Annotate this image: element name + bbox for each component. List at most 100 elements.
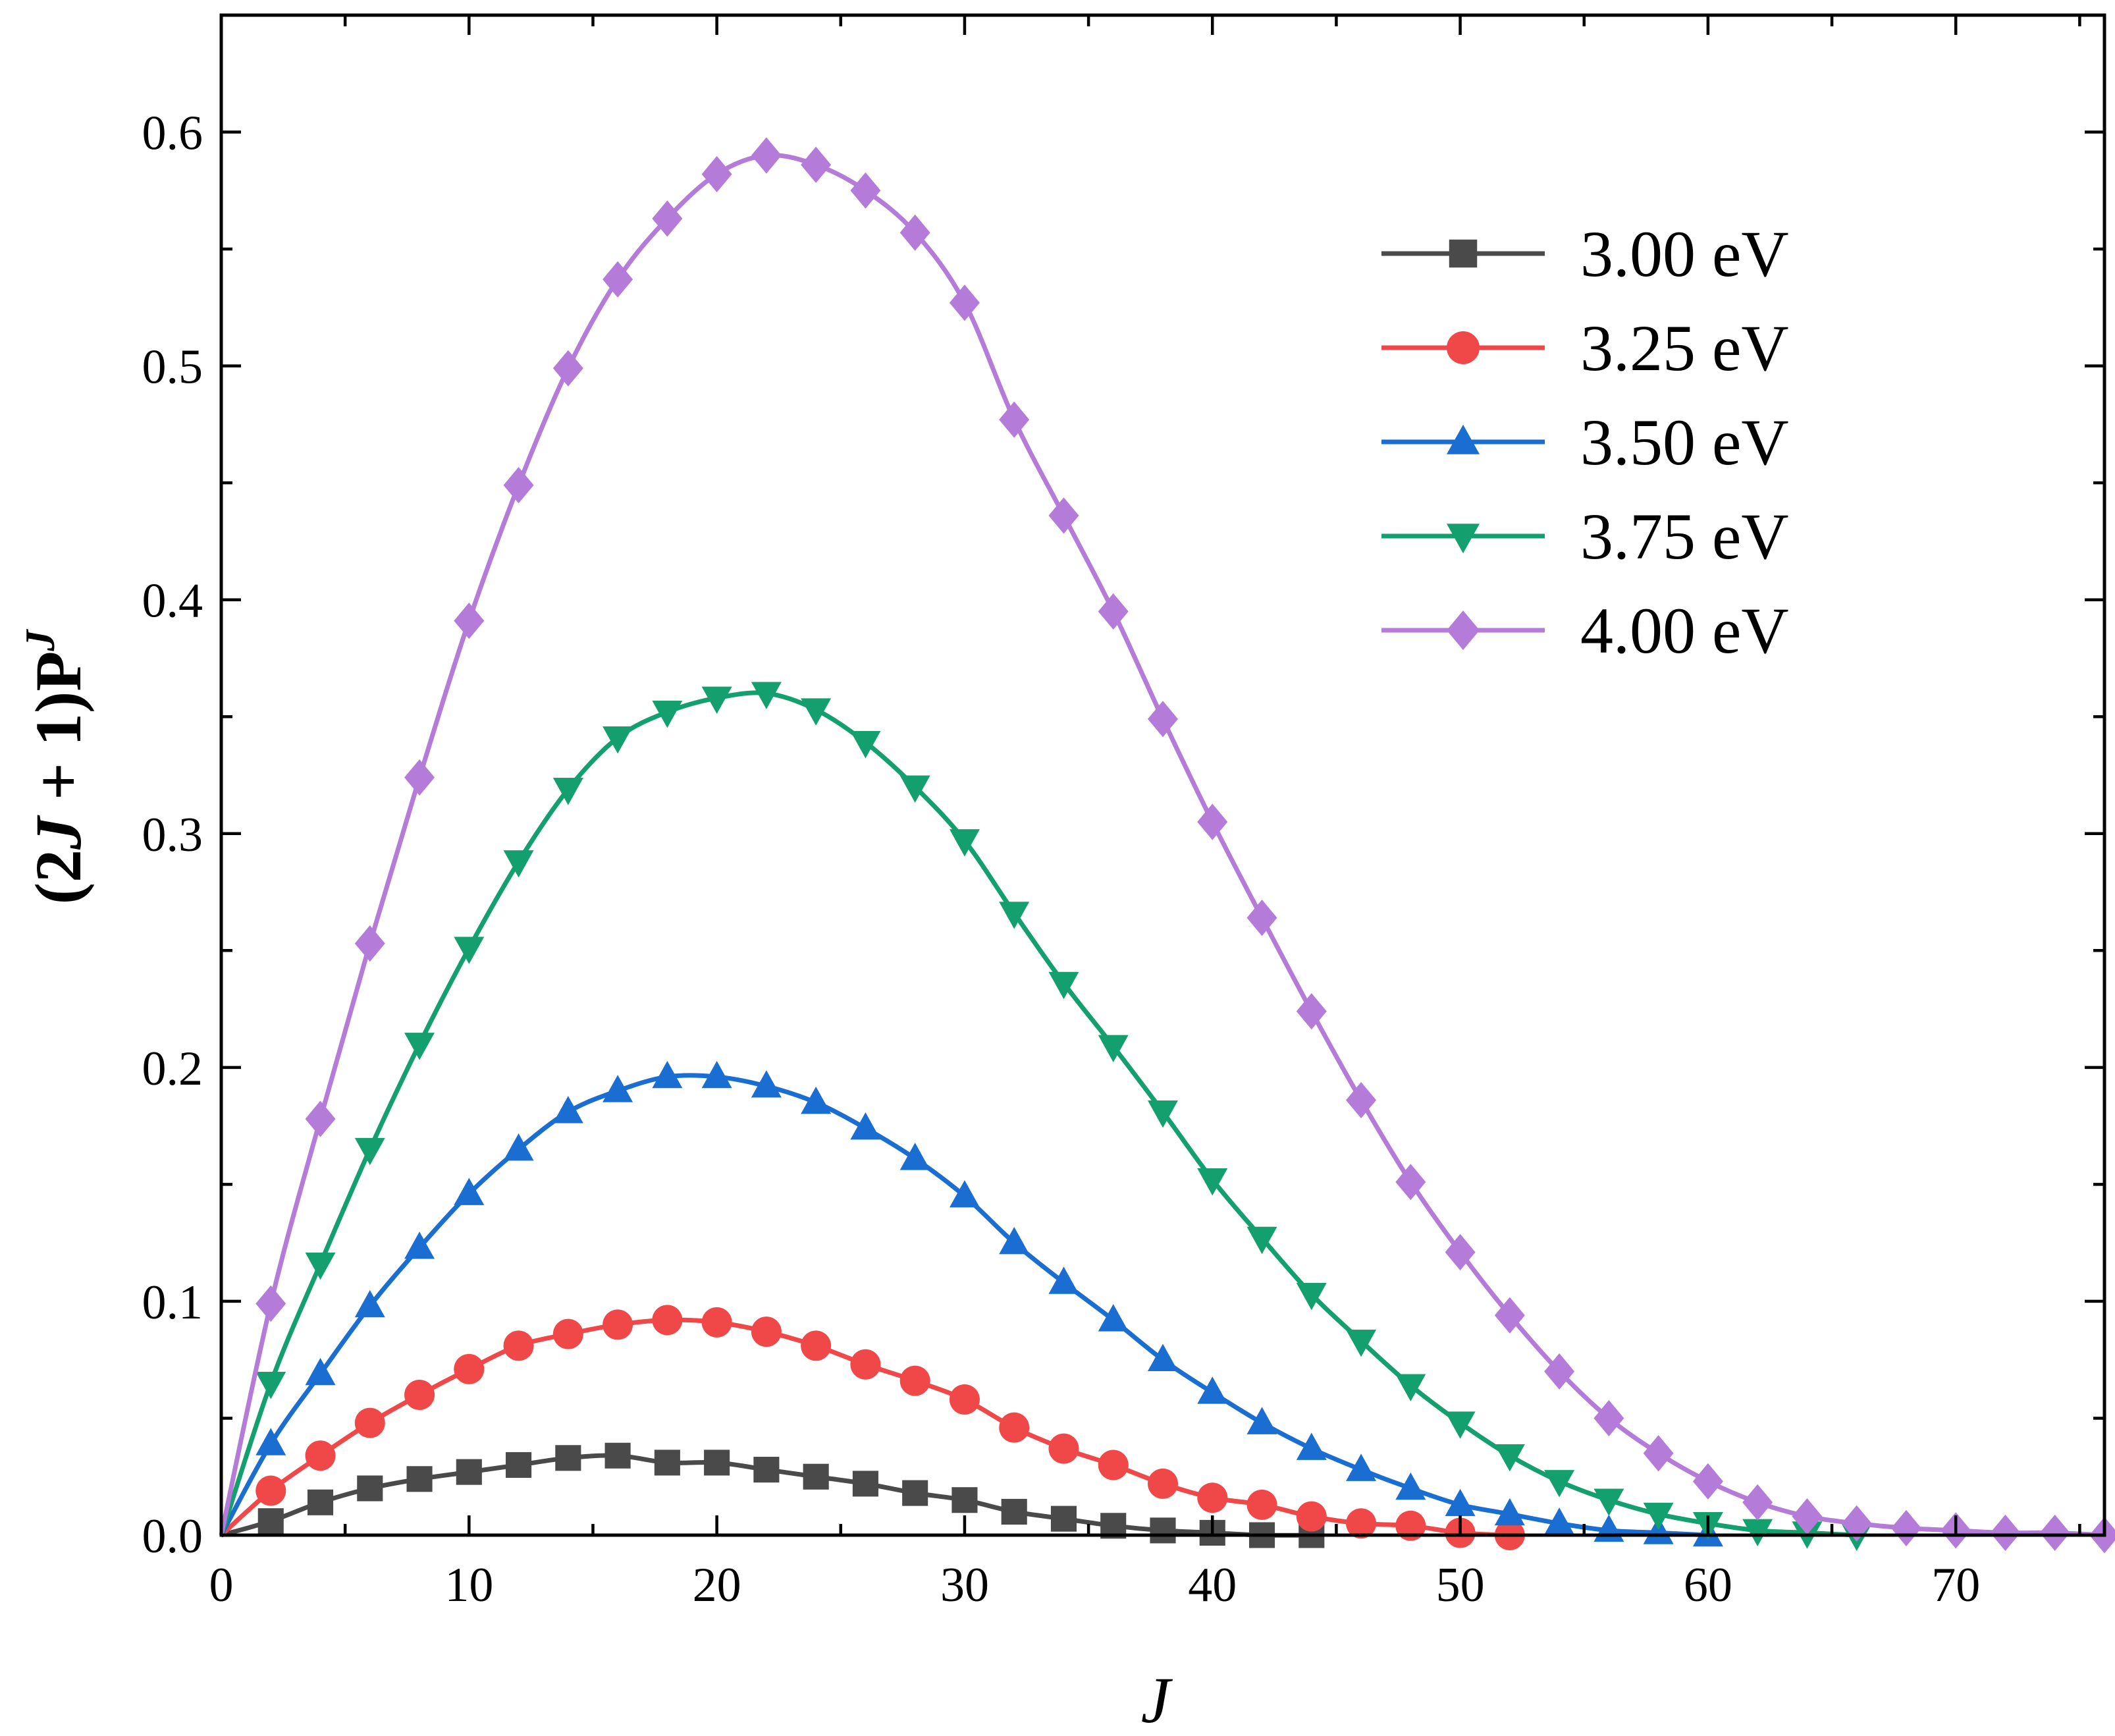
y-axis-title-superscript: J (16, 629, 63, 652)
data-point (1544, 1353, 1575, 1390)
data-point (1246, 1407, 1277, 1434)
x-tick-label: 0 (209, 1558, 234, 1612)
data-point (602, 261, 633, 298)
y-tick-label: 0.2 (142, 1042, 203, 1096)
data-point (1197, 1482, 1228, 1513)
data-point (255, 1428, 286, 1455)
data-point (602, 1075, 633, 1102)
legend: 3.00 eV 3.25 eV 3.50 eV 3.75 eV 4.00 eV (1381, 217, 1789, 667)
data-point (1346, 1081, 1377, 1119)
data-point (354, 1137, 385, 1166)
data-point (652, 1305, 683, 1336)
data-point (357, 1475, 383, 1502)
data-point (552, 1096, 583, 1124)
legend-marker (1449, 239, 1478, 268)
data-point (1395, 1472, 1426, 1500)
data-point (1494, 1498, 1525, 1526)
data-point (999, 1412, 1030, 1443)
data-point (552, 350, 583, 387)
data-point (850, 172, 881, 209)
data-point (602, 726, 633, 754)
data-point (701, 155, 732, 193)
data-point (1148, 1468, 1178, 1499)
data-point (751, 1316, 782, 1347)
data-point (850, 1349, 881, 1380)
data-point (1296, 1283, 1327, 1311)
data-point (1544, 1507, 1575, 1535)
data-point (1296, 1501, 1327, 1532)
data-point (1098, 1035, 1129, 1063)
data-point (354, 1407, 385, 1438)
data-point (850, 731, 881, 759)
data-point (255, 1475, 286, 1506)
data-point (1246, 1226, 1277, 1255)
data-point (503, 467, 534, 504)
x-tick-label: 60 (1684, 1558, 1732, 1612)
data-point (801, 146, 832, 183)
data-point (1296, 993, 1327, 1030)
data-point (1048, 497, 1079, 534)
x-tick-label: 30 (940, 1558, 989, 1612)
y-axis-title-mid: + 1)P (22, 651, 95, 817)
data-point (1445, 1411, 1476, 1439)
data-point (1395, 1510, 1426, 1541)
tick-layer: 0 10 20 30 40 50 60 70 0.0 0.1 0.2 0.3 0.4 0.5 0.6 (142, 13, 2104, 1612)
data-point (503, 850, 534, 878)
data-point (949, 1384, 980, 1415)
data-point (951, 1487, 978, 1513)
data-point (354, 925, 385, 962)
data-point (751, 137, 782, 174)
data-point (1593, 1399, 1624, 1437)
data-point (704, 1450, 730, 1476)
data-point (404, 1033, 435, 1060)
data-point (1544, 1470, 1575, 1498)
data-point (454, 936, 485, 964)
data-point (1792, 1498, 1823, 1535)
data-point (1990, 1514, 2021, 1552)
data-point (1296, 1432, 1327, 1460)
data-point (751, 1070, 782, 1098)
data-point (1246, 899, 1277, 936)
data-point (899, 1143, 930, 1170)
legend-label: 3.00 eV (1580, 217, 1789, 290)
data-point (949, 1180, 980, 1208)
data-point (1445, 1234, 1476, 1270)
series-layer (219, 137, 2115, 1554)
data-point (801, 1086, 832, 1114)
data-point (803, 1463, 829, 1490)
x-tick-label: 20 (693, 1558, 741, 1612)
legend-marker (1447, 331, 1480, 364)
data-point (2039, 1514, 2070, 1552)
data-point (257, 1508, 284, 1534)
y-tick-label: 0.5 (142, 340, 203, 394)
x-tick-label: 50 (1436, 1558, 1485, 1612)
data-point (305, 1252, 336, 1280)
data-point (701, 1307, 732, 1338)
data-point (307, 1489, 334, 1515)
data-point (1048, 1433, 1079, 1464)
data-point (1150, 1517, 1176, 1544)
data-point (1841, 1505, 1872, 1542)
data-point (255, 1285, 286, 1322)
data-point (1148, 701, 1178, 738)
data-point (1197, 1376, 1228, 1404)
legend-label: 3.75 eV (1580, 500, 1789, 573)
x-tick-label: 10 (444, 1558, 493, 1612)
y-axis-title-j: J (22, 815, 95, 850)
data-point (552, 1318, 583, 1349)
data-point (454, 603, 485, 639)
data-point (1246, 1489, 1277, 1520)
legend-label: 4.00 eV (1580, 594, 1789, 667)
data-point (1098, 1450, 1129, 1480)
data-point (1643, 1435, 1674, 1472)
data-point (1593, 1488, 1624, 1516)
data-point (1197, 803, 1228, 840)
series-line (219, 1073, 1709, 1538)
data-point (1742, 1519, 1773, 1547)
legend-label: 3.25 eV (1580, 312, 1789, 385)
data-point (404, 759, 435, 796)
data-point (1346, 1330, 1377, 1357)
data-point (899, 1365, 930, 1396)
y-tick-label: 0.6 (142, 107, 203, 161)
